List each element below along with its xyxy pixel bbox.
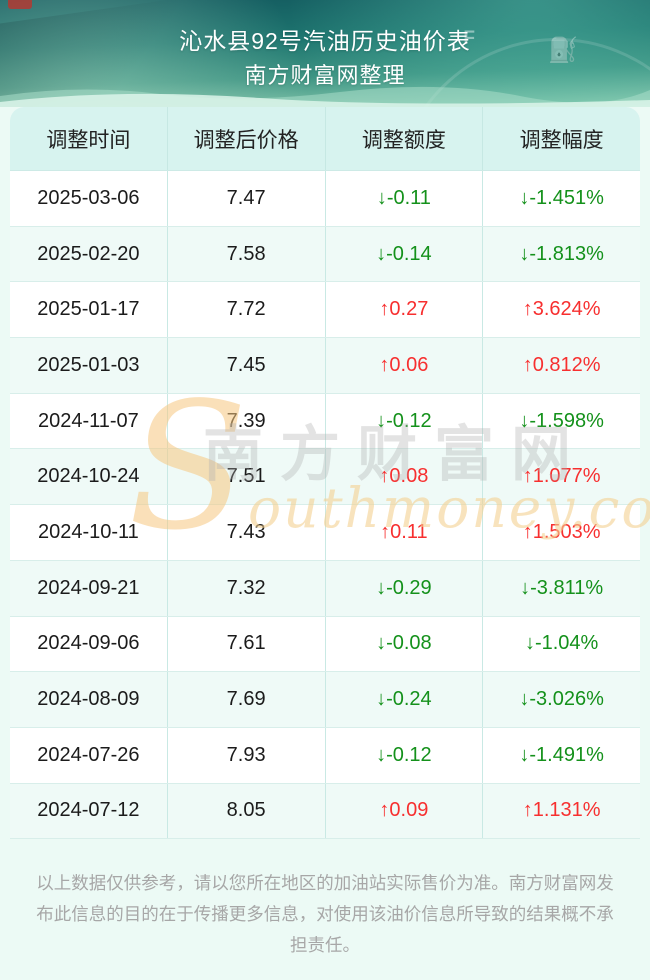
cell-date: 2024-08-09 xyxy=(10,672,168,727)
cell-change: ↓-0.14 xyxy=(326,226,484,282)
background-photo-detail xyxy=(8,0,32,9)
column-header-price: 调整后价格 xyxy=(168,107,326,170)
table-row: 2024-09-21 7.32 ↓-0.29 ↓-3.811% xyxy=(10,560,640,617)
cell-price: 7.39 xyxy=(168,393,326,449)
cell-date: 2025-01-17 xyxy=(10,282,168,338)
cell-date: 2024-11-07 xyxy=(10,393,168,449)
cell-date: 2024-07-26 xyxy=(10,727,168,783)
cell-percent: ↓-1.813% xyxy=(519,242,604,265)
table-row: 2024-07-12 8.05 ↑0.09 ↑1.131% xyxy=(10,783,640,840)
cell-percent: ↓-3.026% xyxy=(519,688,604,711)
cell-change: ↓-0.24 xyxy=(326,672,484,727)
cell-percent: ↓-3.811% xyxy=(520,576,604,599)
cell-price: 7.43 xyxy=(168,505,326,560)
cell-price: 7.93 xyxy=(168,727,326,783)
cell-change: ↑0.06 xyxy=(326,338,484,393)
cell-percent: ↑1.077% xyxy=(522,465,601,488)
cell-price: 7.51 xyxy=(168,449,326,505)
table-header-row: 调整时间 调整后价格 调整额度 调整幅度 xyxy=(10,107,640,171)
cell-percent: ↓-1.598% xyxy=(519,409,604,432)
hero-banner: F ⛽ 沁水县92号汽油历史油价表 南方财富网整理 xyxy=(0,0,650,107)
wave-decoration xyxy=(0,86,650,107)
column-header-change: 调整额度 xyxy=(326,107,484,170)
cell-change: ↑0.11 xyxy=(326,505,484,560)
cell-change: ↓-0.12 xyxy=(326,393,484,449)
cell-percent: ↑3.624% xyxy=(522,298,601,321)
cell-price: 7.72 xyxy=(168,282,326,338)
cell-price: 7.61 xyxy=(168,616,326,672)
cell-change: ↓-0.08 xyxy=(326,616,484,672)
cell-change: ↑0.09 xyxy=(326,783,484,839)
cell-price: 7.69 xyxy=(168,672,326,727)
cell-price: 7.45 xyxy=(168,338,326,393)
cell-price: 7.58 xyxy=(168,226,326,282)
cell-change: ↓-0.12 xyxy=(326,727,484,783)
table-row: 2024-08-09 7.69 ↓-0.24 ↓-3.026% xyxy=(10,672,640,728)
table-row: 2024-09-06 7.61 ↓-0.08 ↓-1.04% xyxy=(10,616,640,673)
table-row: 2025-02-20 7.58 ↓-0.14 ↓-1.813% xyxy=(10,226,640,283)
cell-change: ↑0.27 xyxy=(326,282,484,338)
table-row: 2025-01-03 7.45 ↑0.06 ↑0.812% xyxy=(10,338,640,394)
table-row: 2025-03-06 7.47 ↓-0.11 ↓-1.451% xyxy=(10,171,640,227)
cell-percent: ↓-1.451% xyxy=(519,186,604,209)
cell-price: 8.05 xyxy=(168,783,326,839)
cell-change: ↑0.08 xyxy=(326,449,484,505)
table-row: 2024-11-07 7.39 ↓-0.12 ↓-1.598% xyxy=(10,393,640,450)
price-table: 调整时间 调整后价格 调整额度 调整幅度 2025-03-06 7.47 ↓-0… xyxy=(10,107,640,840)
disclaimer-text: 以上数据仅供参考，请以您所在地区的加油站实际售价为准。南方财富网发布此信息的目的… xyxy=(36,873,614,955)
cell-percent: ↑1.503% xyxy=(522,520,601,543)
cell-date: 2024-10-11 xyxy=(10,505,168,560)
page-subtitle: 南方财富网整理 xyxy=(244,63,406,88)
cell-change: ↓-0.29 xyxy=(326,560,484,616)
table-row: 2024-07-26 7.93 ↓-0.12 ↓-1.491% xyxy=(10,727,640,784)
cell-date: 2025-02-20 xyxy=(10,226,168,282)
fuel-gauge-full-mark: F xyxy=(463,28,475,49)
cell-percent: ↓-1.491% xyxy=(519,743,604,766)
column-header-date: 调整时间 xyxy=(10,107,168,170)
table-row: 2025-01-17 7.72 ↑0.27 ↑3.624% xyxy=(10,282,640,339)
table-row: 2024-10-11 7.43 ↑0.11 ↑1.503% xyxy=(10,505,640,561)
cell-date: 2024-10-24 xyxy=(10,449,168,505)
cell-percent: ↑1.131% xyxy=(522,799,601,822)
cell-price: 7.32 xyxy=(168,560,326,616)
column-header-percent: 调整幅度 xyxy=(519,128,604,152)
cell-date: 2024-09-21 xyxy=(10,560,168,616)
cell-date: 2024-09-06 xyxy=(10,616,168,672)
cell-percent: ↑0.812% xyxy=(522,353,601,376)
cell-date: 2024-07-12 xyxy=(10,783,168,839)
cell-price: 7.47 xyxy=(168,171,326,226)
page-title: 沁水县92号汽油历史油价表 xyxy=(179,28,471,54)
cell-date: 2025-03-06 xyxy=(10,171,168,226)
cell-percent: ↓-1.04% xyxy=(524,632,599,655)
cell-change: ↓-0.11 xyxy=(326,171,484,226)
table-row: 2024-10-24 7.51 ↑0.08 ↑1.077% xyxy=(10,449,640,506)
fuel-pump-icon: ⛽ xyxy=(548,37,578,64)
cell-date: 2025-01-03 xyxy=(10,338,168,393)
